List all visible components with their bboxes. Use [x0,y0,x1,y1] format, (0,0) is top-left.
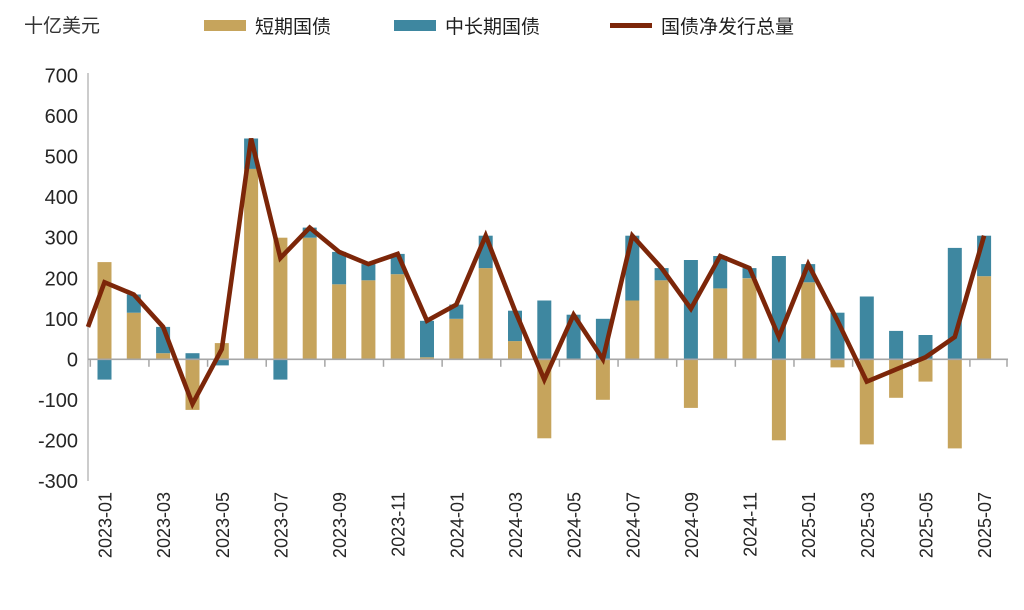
legend-label: 国债净发行总量 [661,17,795,38]
y-axis-unit-label: 十亿美元 [24,16,101,37]
bar-segment [390,274,405,360]
legend-item-short-term: 短期国债 [204,12,331,39]
x-axis-tick-label: 2024-09 [682,492,702,558]
y-axis-tick-label: 400 [45,187,78,209]
bar-segment [742,278,757,360]
net-issuance-line [85,137,987,410]
bar-segment [654,280,669,360]
x-axis-tick-label: 2023-09 [330,492,350,558]
legend-item-medium-long-term: 中长期国债 [394,12,540,39]
bar-segment [273,359,288,380]
y-axis-tick-label: 200 [45,268,78,290]
y-axis-tick-label: 100 [45,309,78,331]
legend: 短期国债 中长期国债 国债净发行总量 [0,0,1024,48]
x-axis-tick-label: 2024-01 [447,492,467,558]
bar-segment [859,296,874,360]
x-axis-tick-label: 2024-05 [565,492,585,558]
bar-segment [508,341,522,360]
short-term-bar-swatch [204,20,246,31]
bar-segment [771,256,786,360]
bar-segment [361,264,376,281]
bar-segment [97,359,112,380]
bar-segment [830,359,845,368]
x-axis-tick-label: 2024-11 [741,492,761,557]
medium-long-term-bar-swatch [394,20,436,31]
bar-segment [420,357,434,360]
x-axis-tick-label: 2024-07 [623,492,643,558]
y-axis-tick-label: -100 [38,390,78,412]
bar-segment [683,359,698,408]
bar-segment [771,359,786,441]
bar-segment [537,359,552,439]
bar-segment [713,288,728,360]
bar-segment [214,359,229,366]
x-axis-tick-label: 2023-11 [389,492,409,557]
x-axis-tick-label: 2025-05 [917,492,937,558]
bar-segment [595,359,610,400]
x-axis-tick-label: 2023-07 [271,492,291,558]
y-axis-tick-label: 500 [45,147,78,169]
x-axis-tick-label: 2024-03 [506,492,526,558]
bar-segment [156,353,171,360]
bar-segment [625,300,640,360]
x-axis-tick-label: 2025-03 [858,492,878,558]
y-axis-tick-label: 300 [45,228,78,250]
x-axis-tick-label: 2023-01 [96,492,116,558]
bar-segment [977,276,992,360]
x-axis-tick-label: 2023-03 [154,492,174,558]
legend-label: 短期国债 [255,17,332,38]
y-axis-tick-label: -300 [38,471,78,493]
x-axis-tick-label: 2025-01 [799,492,819,558]
bar-segment [185,353,200,360]
bar-segment [478,268,493,360]
bar-segment [97,262,112,360]
y-axis-tick-label: -200 [38,430,78,452]
y-axis-tick-label: 0 [67,349,78,371]
x-axis-tick-label: 2025-07 [975,492,995,558]
y-axis-tick-label: 700 [45,66,78,88]
bar-segment [126,312,141,360]
bar-segment [361,280,376,360]
bar-segment [420,320,434,358]
net-issuance-line-swatch [610,23,652,28]
bar-segment [449,318,464,360]
bar-segment [918,359,933,382]
bar-segment [889,330,904,360]
bar-segment [801,282,816,360]
bar-segment [273,237,288,360]
bar-segment [537,300,552,360]
bar-segment [332,284,347,360]
x-axis-tick-label: 2023-05 [213,492,233,558]
bar-segment [244,168,259,360]
legend-label: 中长期国债 [445,17,541,38]
bar-segment [302,237,317,360]
bar-segment [947,359,962,449]
y-axis-tick-label: 600 [45,106,78,128]
bar-segment [332,251,347,285]
legend-item-net-issuance: 国债净发行总量 [610,12,794,39]
bar-segment [302,227,317,238]
